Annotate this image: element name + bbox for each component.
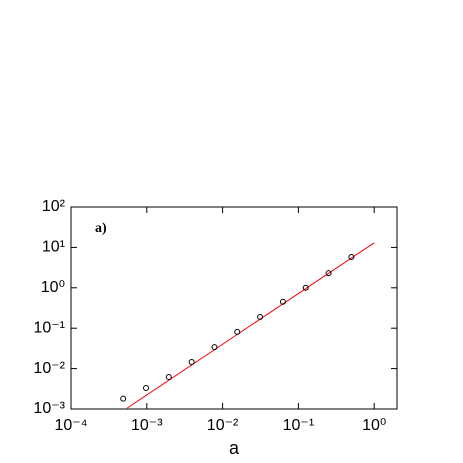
x-axis-label: a (229, 438, 240, 458)
data-point (257, 313, 264, 320)
y-tick-label: 10⁻³ (33, 400, 65, 417)
data-point (165, 373, 172, 380)
data-point (143, 385, 150, 392)
annotation: a) (95, 221, 107, 236)
data-point (234, 328, 241, 335)
plot-frame (70, 206, 398, 410)
x-tick-label: 10⁻⁴ (54, 417, 87, 434)
fit-line (126, 242, 375, 409)
x-tick-label: 10⁻¹ (283, 417, 315, 434)
x-tick-label: 10⁻² (207, 417, 239, 434)
data-point (279, 298, 286, 305)
data-point (211, 344, 218, 351)
y-tick-label: 10¹ (42, 239, 65, 256)
y-tick-label: 10² (42, 198, 66, 215)
y-tick-label: 10⁰ (41, 279, 65, 296)
x-tick-label: 10⁻³ (131, 417, 163, 434)
data-point (325, 270, 332, 277)
x-tick-label: 10⁰ (362, 417, 386, 434)
data-point (348, 253, 355, 260)
data-point (302, 284, 309, 291)
data-point (188, 358, 195, 365)
data-point (120, 395, 127, 402)
y-tick-label: 10⁻² (33, 360, 65, 377)
y-tick-label: 10⁻¹ (33, 319, 65, 336)
